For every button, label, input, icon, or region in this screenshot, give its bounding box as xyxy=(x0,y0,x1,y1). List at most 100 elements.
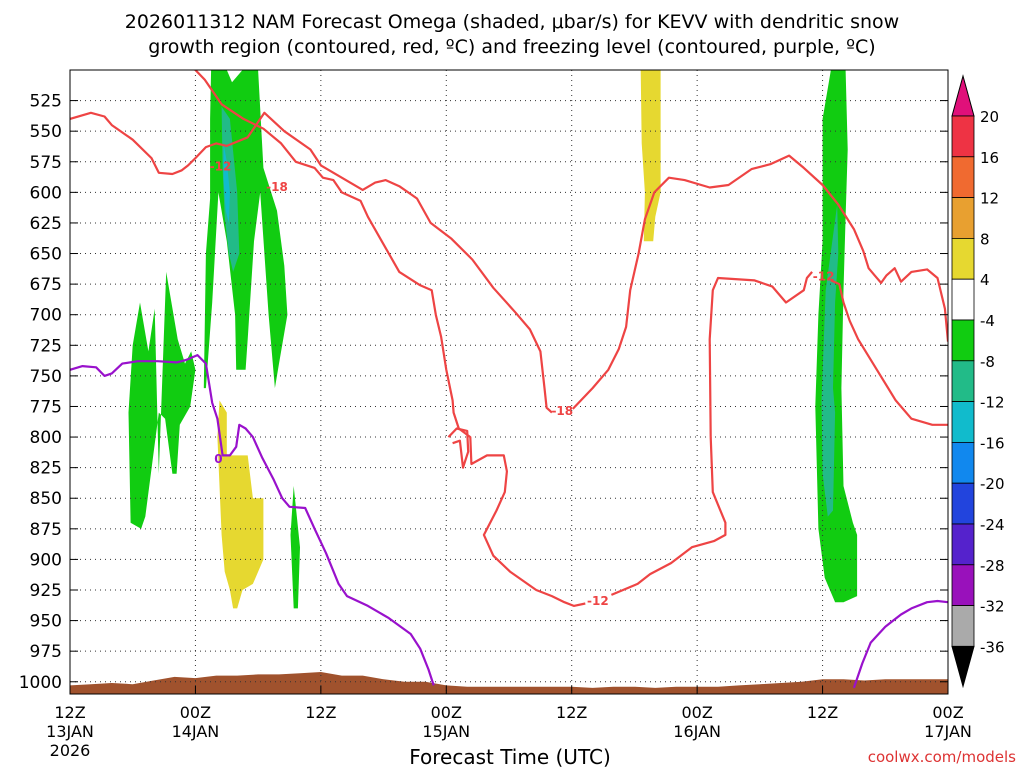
freezing-level-line-1 xyxy=(852,599,948,689)
colorbar-label: -24 xyxy=(980,516,1005,534)
colorbar-bin xyxy=(951,360,975,402)
colorbar-bin xyxy=(951,237,975,280)
y-tick-label: 900 xyxy=(30,550,62,570)
omega-region-yellow-lower xyxy=(217,400,264,609)
x-tick-label: 12Z xyxy=(556,703,587,722)
colorbar-label: 12 xyxy=(980,190,999,208)
x-tick-label: 17JAN xyxy=(924,722,972,741)
y-tick-label: 550 xyxy=(30,122,62,142)
dgz-contour-line-0 xyxy=(70,111,553,414)
y-tick-label: 600 xyxy=(30,183,62,203)
y-tick-label: 850 xyxy=(30,489,62,509)
terrain-fill xyxy=(70,672,948,694)
y-tick-label: 675 xyxy=(30,275,62,295)
x-tick-label: 00Z xyxy=(431,703,462,722)
y-tick-label: 950 xyxy=(30,612,62,632)
y-tick-label: 700 xyxy=(30,306,62,326)
freezing-level-line-0 xyxy=(70,354,435,686)
y-axis-ticks: 525 550 575 600 625 650 675 700 725 750 775 800 825 8… xyxy=(19,92,948,693)
colorbar-bin xyxy=(951,564,975,606)
omega-region-green-sliver xyxy=(290,486,300,609)
credit-text: coolwx.com/models xyxy=(868,748,1016,766)
dgz-contour-label: -12 xyxy=(587,594,609,608)
colorbar-label: -32 xyxy=(980,598,1005,616)
colorbar-bin xyxy=(951,319,975,362)
dgz-contour-line-2 xyxy=(193,70,586,608)
y-tick-label: 975 xyxy=(30,642,62,662)
omega-region-green-left xyxy=(128,271,196,529)
x-tick-label: 12Z xyxy=(54,703,85,722)
colorbar-label: -20 xyxy=(980,475,1005,493)
title-line-2: growth region (contoured, red, ºC) and f… xyxy=(148,36,875,58)
x-tick-label: 14JAN xyxy=(172,722,220,741)
y-tick-label: 775 xyxy=(30,397,62,417)
terrain-layer xyxy=(70,672,948,694)
colorbar-label: 16 xyxy=(980,149,999,167)
omega-region-yellow-upper xyxy=(640,70,661,242)
colorbar-label: 8 xyxy=(980,230,990,248)
colorbar-bin xyxy=(951,156,975,199)
dgz-contour-label: -12 xyxy=(813,270,835,284)
omega-region-teal-main xyxy=(221,106,240,272)
omega-shading xyxy=(128,70,858,609)
y-tick-label: 725 xyxy=(30,336,62,356)
x-tick-label: 15JAN xyxy=(422,722,470,741)
x-tick-label: 00Z xyxy=(681,703,712,722)
colorbar: 20 16 12 8 4 -4 -8 -12 -16 -20 -24 -28 -32 -36 xyxy=(951,74,1005,689)
freezing-level-label: 0 xyxy=(214,452,222,466)
omega-region-green-right xyxy=(815,70,858,603)
colorbar-bin xyxy=(951,278,975,321)
y-tick-label: 875 xyxy=(30,520,62,540)
colorbar-bin xyxy=(951,523,975,566)
grid-layer xyxy=(70,70,948,694)
y-tick-label: 1000 xyxy=(19,673,62,693)
x-tick-label: 12Z xyxy=(305,703,336,722)
dgz-contour-line-1 xyxy=(572,154,948,410)
colorbar-bin xyxy=(951,197,975,239)
colorbar-label: 4 xyxy=(980,271,990,289)
colorbar-label: 20 xyxy=(980,108,999,126)
colorbar-bin xyxy=(951,482,975,525)
colorbar-bin xyxy=(951,115,975,158)
omega-region-cyan-main xyxy=(223,143,230,223)
y-tick-label: 750 xyxy=(30,367,62,387)
colorbar-extend-top xyxy=(951,74,975,117)
y-tick-label: 575 xyxy=(30,153,62,173)
contour-labels: -18 -18 -12 -12 -12 0 xyxy=(210,159,835,607)
dgz-contour-label: -18 xyxy=(551,404,573,418)
y-tick-label: 825 xyxy=(30,459,62,479)
x-tick-label: 2026 xyxy=(50,741,91,760)
y-tick-label: 525 xyxy=(30,92,62,112)
plot-frame xyxy=(69,69,949,695)
dgz-contour-line-4 xyxy=(830,279,948,426)
omega-region-green-main xyxy=(203,70,288,389)
title-line-1: 2026011312 NAM Forecast Omega (shaded, μ… xyxy=(125,11,899,33)
plot-area xyxy=(70,70,948,694)
colorbar-label: -16 xyxy=(980,434,1005,452)
colorbar-label: -12 xyxy=(980,394,1005,412)
colorbar-label: -4 xyxy=(980,312,995,330)
x-tick-label: 13JAN xyxy=(46,722,94,741)
colorbar-label: -28 xyxy=(980,557,1005,575)
colorbar-label: -8 xyxy=(980,353,995,371)
colorbar-label: -36 xyxy=(980,638,1005,656)
dgz-contour-label: -18 xyxy=(266,180,288,194)
colorbar-bin xyxy=(951,605,975,647)
dgz-contour-line-5 xyxy=(447,427,470,469)
dgz-contour-line-3 xyxy=(610,271,813,596)
contour-layer xyxy=(70,70,948,689)
dgz-contour-label: -12 xyxy=(210,159,232,173)
x-tick-label: 12Z xyxy=(807,703,838,722)
x-tick-label: 00Z xyxy=(180,703,211,722)
x-axis-label: Forecast Time (UTC) xyxy=(409,745,611,768)
colorbar-bin xyxy=(951,441,975,484)
x-tick-label: 00Z xyxy=(932,703,963,722)
y-tick-label: 800 xyxy=(30,428,62,448)
y-tick-label: 650 xyxy=(30,245,62,265)
y-tick-label: 925 xyxy=(30,581,62,601)
colorbar-extend-bottom xyxy=(951,645,975,689)
y-tick-label: 625 xyxy=(30,214,62,234)
x-tick-label: 16JAN xyxy=(673,722,721,741)
